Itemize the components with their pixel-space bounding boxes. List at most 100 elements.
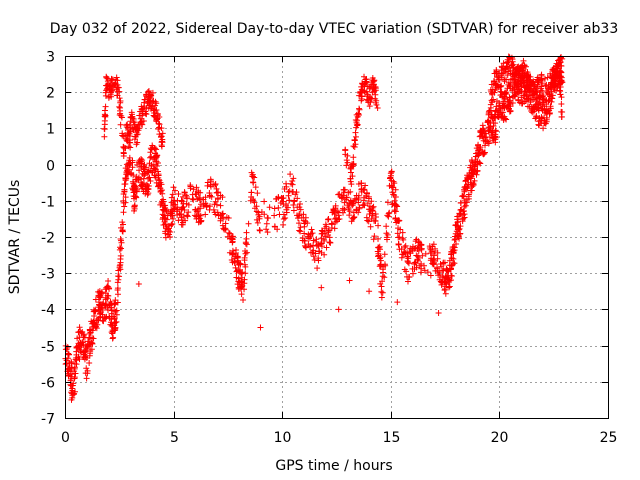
data-point xyxy=(350,143,357,150)
data-point xyxy=(72,360,79,367)
data-point xyxy=(266,204,273,211)
data-point xyxy=(405,255,412,262)
data-point xyxy=(358,96,365,103)
data-point xyxy=(124,169,131,176)
data-point xyxy=(436,276,443,283)
data-point xyxy=(377,280,384,287)
data-point xyxy=(441,287,448,294)
data-point xyxy=(168,221,175,228)
data-point xyxy=(467,162,474,169)
data-point xyxy=(153,153,160,160)
data-point xyxy=(118,245,125,252)
data-point xyxy=(240,296,247,303)
x-tick-label: 10 xyxy=(274,430,292,446)
data-point xyxy=(155,125,162,132)
data-point xyxy=(536,122,543,129)
data-point xyxy=(379,289,386,296)
data-point xyxy=(182,217,189,224)
data-point xyxy=(556,81,563,88)
data-point xyxy=(217,215,224,222)
data-point xyxy=(509,100,516,107)
data-point xyxy=(139,105,146,112)
data-point xyxy=(65,351,72,358)
data-point xyxy=(124,136,131,143)
data-point xyxy=(318,235,325,242)
data-point xyxy=(114,291,121,298)
data-point xyxy=(290,207,297,214)
data-point xyxy=(158,143,165,150)
data-point xyxy=(434,265,441,272)
data-point xyxy=(97,291,104,298)
data-point xyxy=(143,111,150,118)
data-point xyxy=(208,178,215,185)
data-point xyxy=(451,244,458,251)
data-point xyxy=(104,292,111,299)
data-point xyxy=(384,199,391,206)
data-point xyxy=(539,88,546,95)
data-point xyxy=(509,62,516,69)
data-point xyxy=(392,208,399,215)
data-point xyxy=(261,198,268,205)
data-point xyxy=(161,215,168,222)
data-point xyxy=(305,231,312,238)
data-point xyxy=(241,257,248,264)
data-point xyxy=(102,103,109,110)
data-point xyxy=(319,230,326,237)
y-tick-label: 1 xyxy=(46,122,55,138)
data-point xyxy=(345,189,352,196)
data-point xyxy=(363,214,370,221)
data-point xyxy=(117,121,124,128)
data-point xyxy=(368,208,375,215)
x-tick-label: 25 xyxy=(600,430,618,446)
data-point xyxy=(426,244,433,251)
data-point xyxy=(162,207,169,214)
data-point xyxy=(489,90,496,97)
x-tick-label: 5 xyxy=(170,430,179,446)
data-point xyxy=(385,210,392,217)
data-point xyxy=(75,329,82,336)
data-point xyxy=(374,105,381,112)
data-point xyxy=(206,193,213,200)
data-point xyxy=(527,97,534,104)
data-point xyxy=(307,230,314,237)
data-point xyxy=(360,201,367,208)
data-point xyxy=(409,243,416,250)
data-point xyxy=(104,85,111,92)
data-point xyxy=(367,99,374,106)
data-point xyxy=(427,250,434,257)
data-point xyxy=(232,250,239,257)
data-point xyxy=(515,96,522,103)
data-point xyxy=(116,103,123,110)
data-point xyxy=(501,95,508,102)
data-point xyxy=(453,240,460,247)
data-point xyxy=(415,254,422,261)
data-point xyxy=(127,144,134,151)
data-point xyxy=(196,205,203,212)
data-point xyxy=(118,114,125,121)
data-point xyxy=(122,194,129,201)
data-point xyxy=(284,204,291,211)
data-point xyxy=(315,255,322,262)
data-point xyxy=(245,220,252,227)
data-point xyxy=(492,120,499,127)
y-tick-label: 3 xyxy=(46,50,55,66)
data-point xyxy=(72,388,79,395)
data-point xyxy=(170,215,177,222)
data-point xyxy=(139,112,146,119)
data-point xyxy=(125,143,132,150)
data-point xyxy=(399,251,406,258)
data-point xyxy=(445,284,452,291)
data-point xyxy=(521,62,528,69)
data-point xyxy=(461,197,468,204)
data-point xyxy=(441,278,448,285)
data-point xyxy=(131,193,138,200)
data-point xyxy=(556,69,563,76)
data-point xyxy=(353,206,360,213)
data-point xyxy=(243,229,250,236)
data-point xyxy=(73,357,80,364)
data-point xyxy=(200,203,207,210)
data-point xyxy=(222,226,229,233)
data-point xyxy=(250,179,257,186)
data-point xyxy=(378,283,385,290)
